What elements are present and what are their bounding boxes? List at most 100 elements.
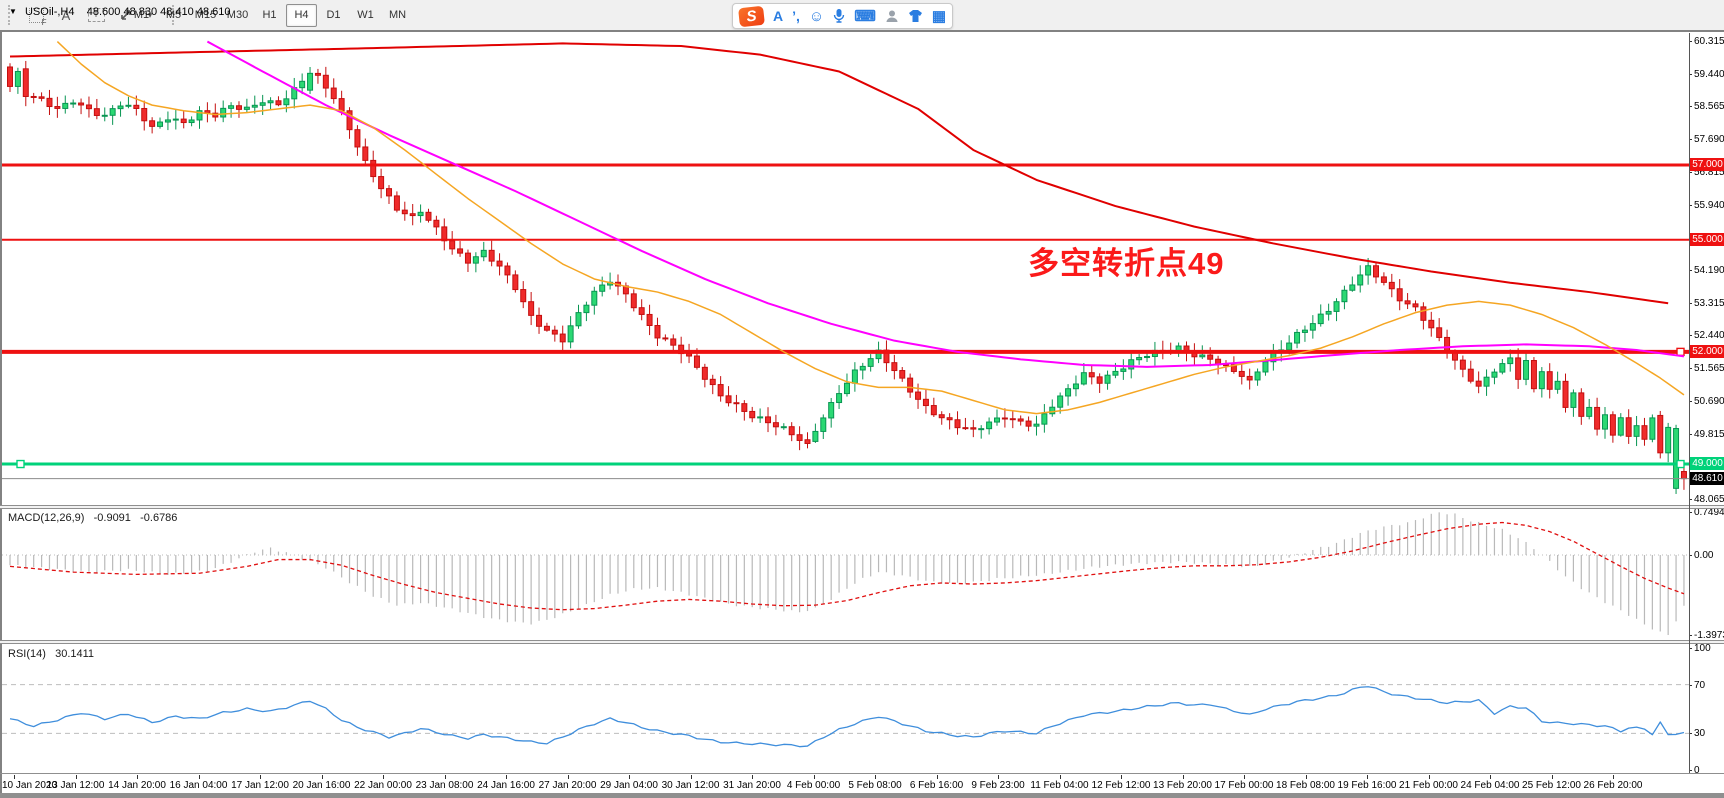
hline-49[interactable]: [2, 459, 1689, 469]
timeframe-button-D1[interactable]: D1: [326, 8, 341, 21]
time-axis-tick: [1367, 775, 1368, 779]
timeframe-button-MN[interactable]: MN: [388, 8, 407, 21]
ime-emoji-icon[interactable]: ☺: [808, 7, 825, 25]
axis-tick: [1689, 41, 1692, 42]
time-axis-label: 13 Jan 12:00: [46, 780, 105, 791]
time-axis-tick: [1244, 775, 1245, 779]
rsi-axis-label: 100: [1694, 643, 1711, 654]
axis-tick: [1689, 512, 1692, 514]
time-axis-label: 20 Jan 16:00: [292, 780, 351, 791]
fibonacci-grid-icon[interactable]: F: [26, 5, 47, 27]
sogou-ime-bar: S A’, ☺ ⌨ ▦: [732, 3, 954, 29]
macd-signal-line: [9, 521, 1685, 611]
macd-histogram: [9, 512, 1685, 635]
time-axis-tick: [629, 775, 630, 779]
axis-tick: [1689, 368, 1692, 370]
axis-tick: [1689, 270, 1692, 271]
price-axis-line: [1689, 33, 1690, 773]
ime-keyboard-icon[interactable]: ⌨: [854, 8, 876, 25]
time-axis-label: 9 Feb 23:00: [971, 780, 1025, 791]
time-axis-label: 5 Feb 08:00: [848, 780, 902, 791]
top-toolbar: F A T ▾ M1 M5 M15 M30 H1 H4 D1 W1 MN S A’, ☺ ⌨ ▦: [0, 0, 1724, 31]
ime-language-icon[interactable]: A: [773, 8, 784, 24]
price-tick-label: 57.690: [1694, 134, 1724, 146]
axis-tick: [1689, 204, 1692, 206]
arrows-tool-icon[interactable]: [116, 5, 136, 25]
axis-tick: [1689, 433, 1692, 435]
ime-microphone-icon[interactable]: [833, 6, 845, 26]
time-axis-tick: [1551, 775, 1553, 779]
time-axis-label: 23 Jan 08:00: [415, 780, 474, 791]
timeframe-button-M1[interactable]: M1: [133, 8, 150, 21]
time-axis-label: 29 Jan 04:00: [600, 780, 658, 791]
rsi-indicator-label: RSI(14) 30.1411: [8, 648, 95, 660]
price-tick-label: 48.065: [1694, 494, 1724, 505]
ime-punctuation-icon[interactable]: ’,: [792, 8, 800, 24]
time-axis-label: 18 Feb 08:00: [1276, 780, 1335, 791]
timeframe-button-M30[interactable]: M30: [226, 8, 249, 21]
text-label-tool-icon[interactable]: T: [86, 5, 106, 25]
time-axis-label: 12 Feb 12:00: [1091, 780, 1151, 791]
axis-tick: [1689, 400, 1692, 402]
symbol-dropdown-icon[interactable]: ▼: [9, 7, 17, 16]
ma-orange-line: [56, 41, 1685, 415]
arrows-dropdown-caret-icon[interactable]: ▾: [147, 9, 153, 20]
time-axis-label: 31 Jan 20:00: [723, 780, 781, 791]
time-axis-tick: [1059, 775, 1061, 779]
timeframe-button-W1[interactable]: W1: [357, 8, 374, 21]
time-axis-tick: [752, 775, 753, 779]
chart-window: [0, 30, 1724, 798]
time-axis-tick: [383, 775, 384, 779]
time-axis-tick: [1182, 775, 1184, 779]
text-tool-icon[interactable]: A: [61, 7, 71, 23]
hline-handle: [16, 459, 25, 469]
toolbar-separator: [8, 5, 14, 25]
time-axis-tick: [1613, 775, 1614, 779]
candlesticks: [7, 60, 1687, 494]
time-axis-tick: [1305, 775, 1307, 779]
axis-tick: [1689, 648, 1692, 649]
macd-main-value: -0.9091: [93, 512, 131, 524]
time-axis-label: 17 Feb 00:00: [1214, 780, 1274, 791]
time-axis-tick: [444, 775, 446, 779]
axis-tick: [1689, 555, 1692, 556]
rsi-value: 30.1411: [55, 648, 95, 660]
price-tick-label: 51.565: [1694, 363, 1724, 375]
time-axis-tick: [321, 775, 323, 779]
axis-tick: [1689, 302, 1692, 304]
timeframe-button-H1[interactable]: H1: [262, 8, 277, 21]
timeframe-button-M15[interactable]: M15: [194, 8, 217, 21]
axis-tick: [1689, 634, 1692, 636]
ime-toolbox-icon[interactable]: ▦: [931, 8, 947, 25]
chart-annotation-text[interactable]: 多空转折点49: [1028, 246, 1225, 281]
time-axis-label: 22 Jan 00:00: [354, 780, 412, 791]
time-axis-tick: [198, 775, 200, 779]
axis-tick: [1689, 770, 1692, 771]
timeframe-button-M5[interactable]: M5: [165, 8, 182, 21]
window-bottom-edge[interactable]: [0, 793, 1724, 798]
macd-signal-value: -0.6786: [140, 512, 178, 524]
macd-axis-label: 0.00: [1694, 550, 1714, 561]
time-axis-tick: [936, 775, 938, 779]
time-axis-label: 24 Feb 04:00: [1460, 780, 1520, 791]
timeframe-button-H4[interactable]: H4: [286, 3, 317, 27]
rsi-line: [9, 686, 1685, 748]
ime-account-icon[interactable]: [885, 6, 899, 26]
time-axis-label: 4 Feb 00:00: [786, 780, 841, 791]
price-tick-label: 58.565: [1694, 101, 1724, 113]
ime-skin-icon[interactable]: [908, 6, 923, 26]
rsi-axis-label: 0: [1694, 765, 1700, 776]
time-axis-label: 19 Feb 16:00: [1337, 780, 1397, 791]
time-axis-tick: [1428, 775, 1430, 779]
price-tick-label: 56.815: [1694, 166, 1724, 178]
rsi-axis-label: 30: [1694, 728, 1706, 740]
macd-axis-label: 0.7494: [1694, 507, 1724, 519]
hline-52[interactable]: [2, 347, 1689, 357]
time-axis-tick: [998, 775, 999, 779]
time-axis-label: 17 Jan 12:00: [231, 780, 289, 791]
time-axis-tick: [137, 775, 138, 779]
time-axis-label: 24 Jan 16:00: [477, 780, 535, 791]
time-axis-tick: [506, 775, 507, 779]
axis-tick: [1689, 733, 1692, 735]
